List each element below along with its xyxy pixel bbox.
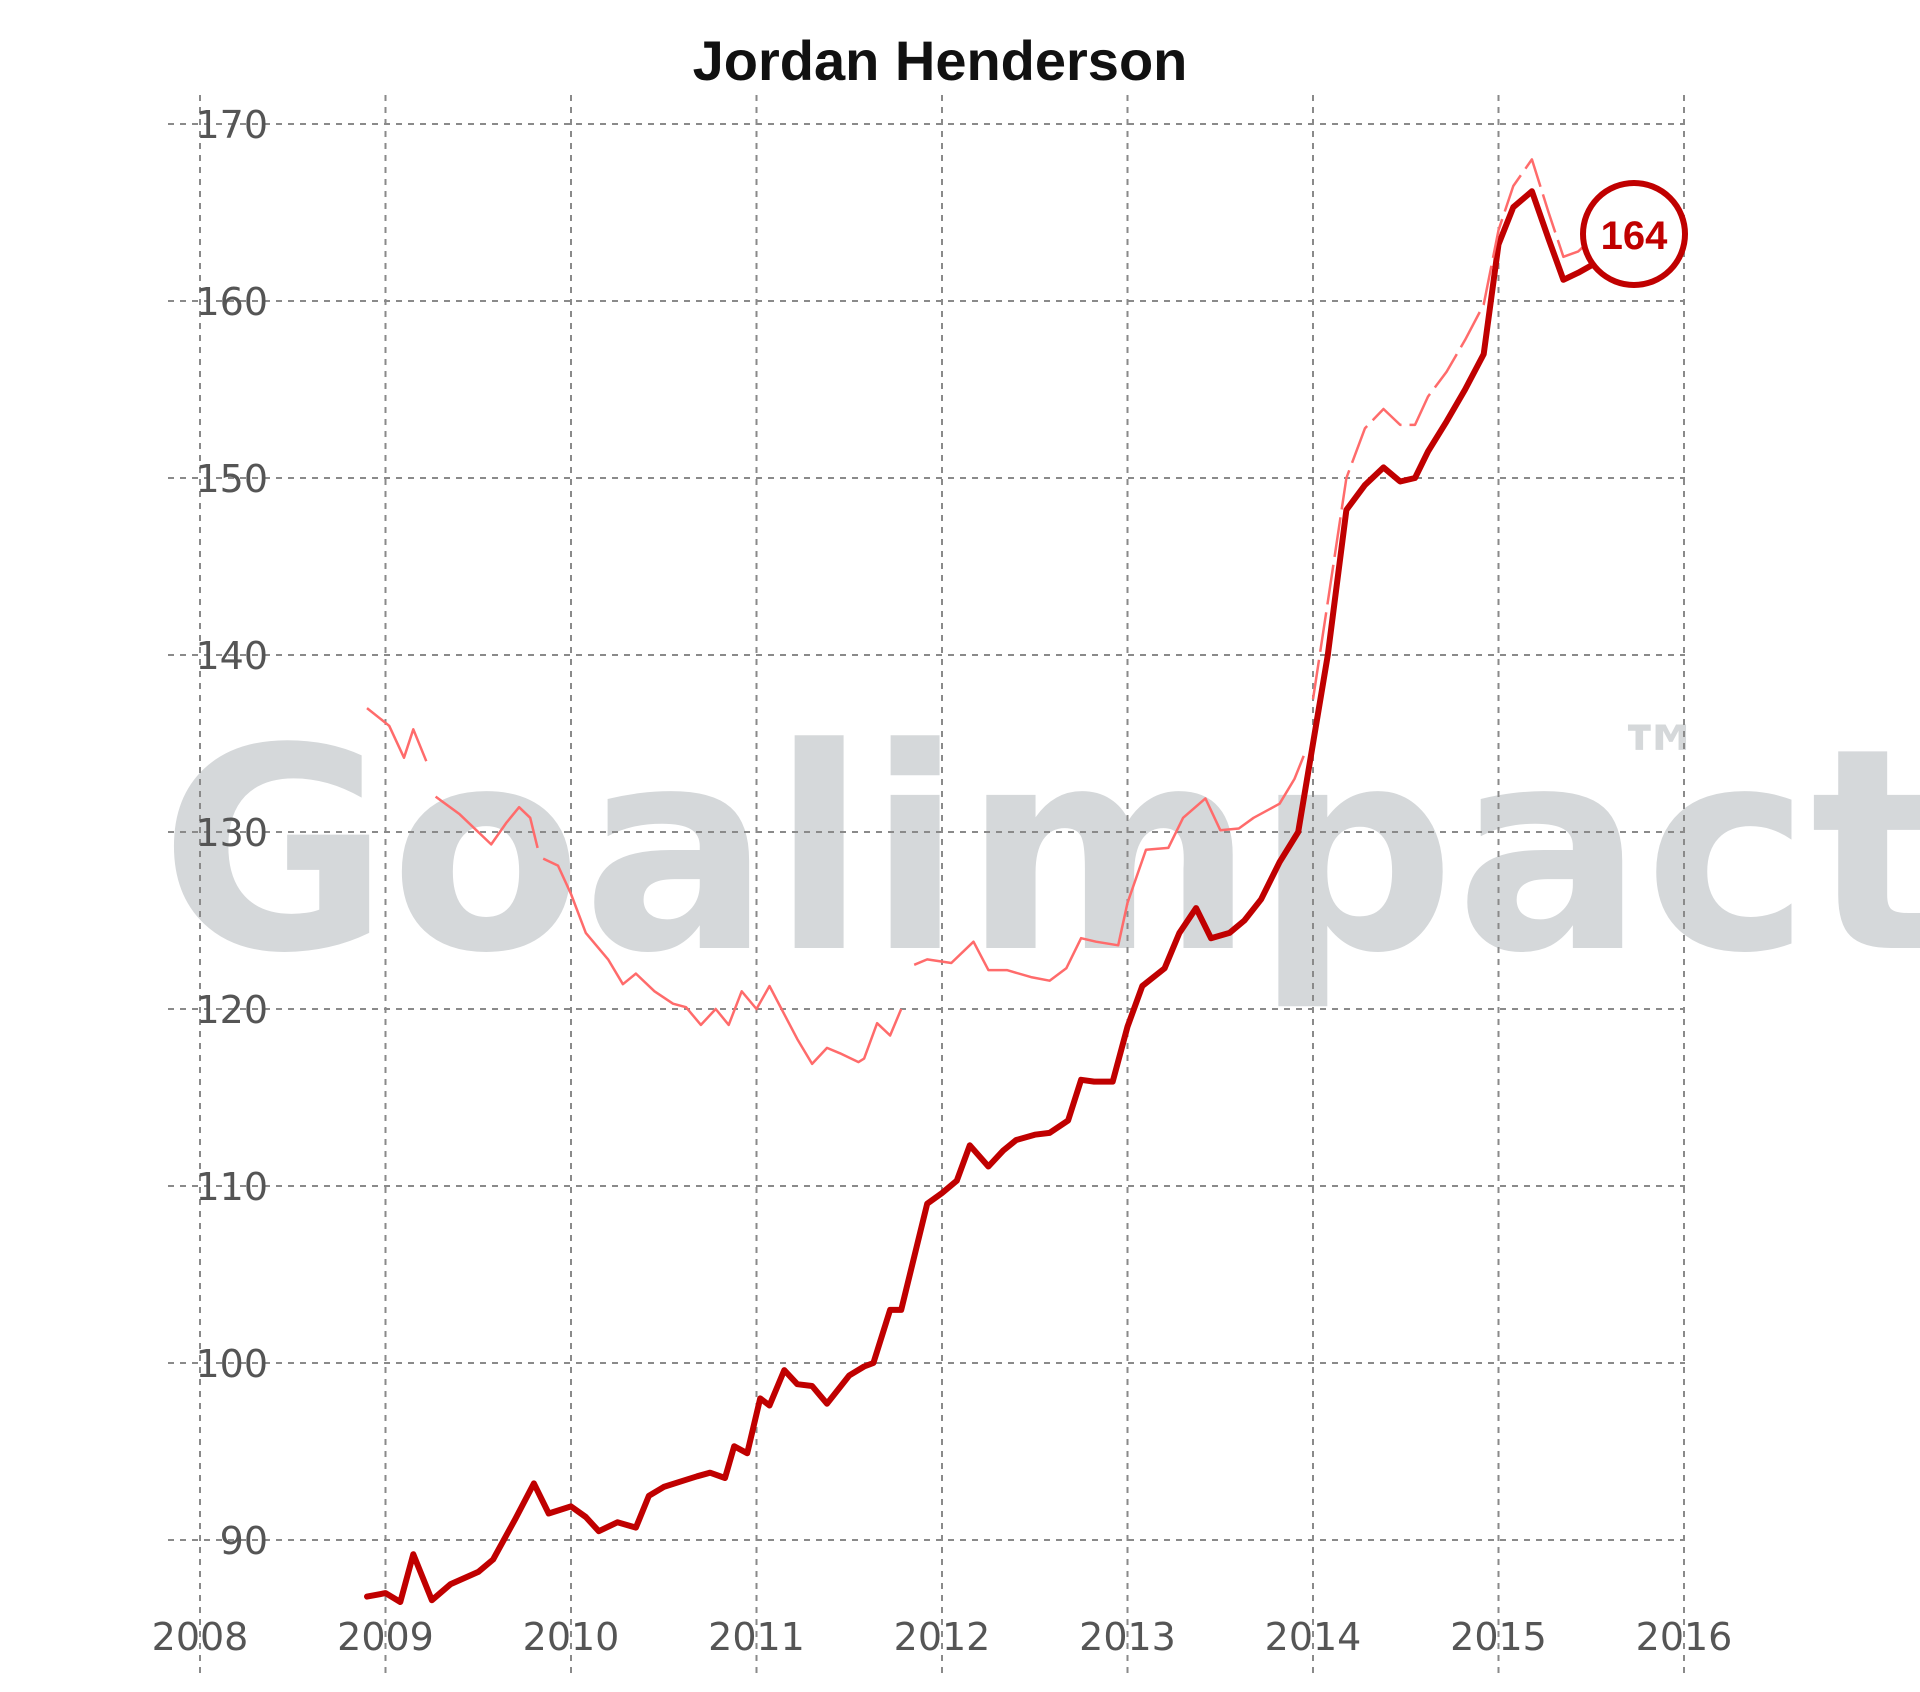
series-line-secondary-segment [913,755,1305,982]
x-tick-label: 2015 [1450,1615,1547,1659]
axis-ticks: 2008 2009 2010 2011 2012 2013 2014 2015 2016 90 10… [152,103,1733,1659]
series-line-secondary-segment [366,707,428,762]
series-lines [364,158,1604,1605]
series-line-secondary-segment [434,795,539,849]
y-tick-label: 160 [195,280,268,324]
chart-title: Jordan Henderson [693,29,1188,92]
badge-circle [1580,180,1688,288]
badge-value: 164 [1601,214,1668,258]
x-tick-label: 2012 [894,1615,991,1659]
y-tick-label: 120 [195,988,268,1032]
watermark-tm: ™ [1615,707,1705,812]
series-line-main [364,188,1604,1605]
y-tick-label: 110 [195,1165,268,1209]
y-tick-label: 170 [195,103,268,147]
y-tick-label: 90 [220,1519,268,1563]
current-value-badge: 164 [1580,180,1688,288]
x-tick-label: 2008 [152,1615,249,1659]
x-tick-label: 2014 [1265,1615,1362,1659]
y-tick-label: 140 [195,634,268,678]
x-tick-label: 2011 [708,1615,805,1659]
series-line-secondary-segment [542,857,903,1066]
y-tick-label: 100 [195,1342,268,1386]
x-tick-label: 2009 [337,1615,434,1659]
grid [168,95,1685,1675]
y-tick-label: 130 [195,811,268,855]
series-line-secondary-dashed [1311,158,1589,700]
y-tick-label: 150 [195,457,268,501]
x-tick-label: 2010 [523,1615,620,1659]
x-tick-label: 2013 [1079,1615,1176,1659]
x-tick-label: 2016 [1636,1615,1733,1659]
